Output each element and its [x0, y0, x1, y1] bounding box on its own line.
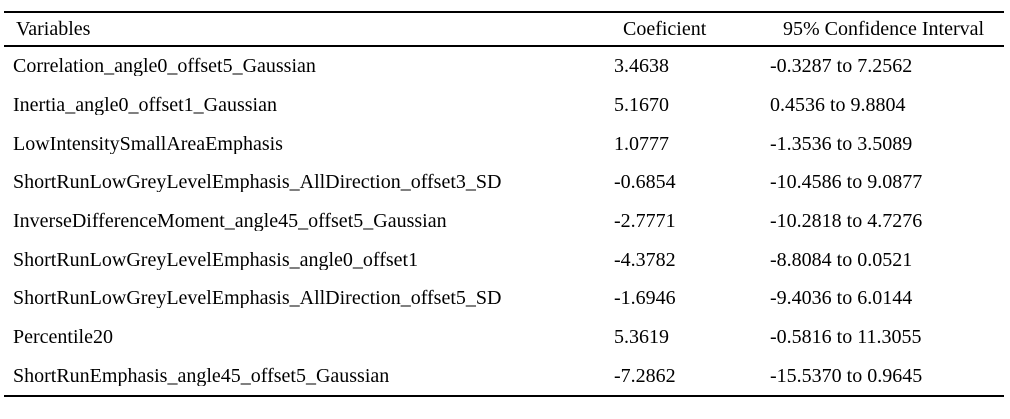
confidence-interval-cell: -0.5816 to 11.3055	[770, 327, 922, 348]
table-row: Percentile20 5.3619 -0.5816 to 11.3055	[4, 318, 1004, 357]
coefficient-cell: -2.7771	[614, 211, 676, 232]
coefficient-cell: -1.6946	[614, 288, 676, 309]
coefficient-cell: 5.1670	[614, 95, 669, 116]
table-body: Correlation_angle0_offset5_Gaussian 3.46…	[4, 47, 1004, 395]
column-header-confidence-interval: 95% Confidence Interval	[783, 19, 985, 39]
confidence-interval-cell: -15.5370 to 0.9645	[770, 365, 923, 386]
regression-coefficients-table: Variables Coeficient 95% Confidence Inte…	[4, 11, 1004, 398]
confidence-interval-cell: 0.4536 to 9.8804	[770, 95, 906, 116]
variable-cell: Percentile20	[13, 327, 113, 348]
variable-cell: ShortRunEmphasis_angle45_offset5_Gaussia…	[13, 365, 390, 386]
variable-cell: ShortRunLowGreyLevelEmphasis_angle0_offs…	[13, 249, 419, 270]
table-row: InverseDifferenceMoment_angle45_offset5_…	[4, 202, 1004, 241]
table-row: LowIntensitySmallAreaEmphasis 1.0777 -1.…	[4, 124, 1004, 163]
confidence-interval-cell: -1.3536 to 3.5089	[770, 133, 913, 154]
coefficient-cell: -4.3782	[614, 249, 676, 270]
coefficient-cell: 5.3619	[614, 327, 669, 348]
confidence-interval-cell: -9.4036 to 6.0144	[770, 288, 913, 309]
confidence-interval-cell: -10.2818 to 4.7276	[770, 211, 923, 232]
variable-cell: LowIntensitySmallAreaEmphasis	[13, 133, 283, 154]
table-header-row: Variables Coeficient 95% Confidence Inte…	[4, 13, 1004, 47]
confidence-interval-cell: -8.8084 to 0.0521	[770, 249, 913, 270]
variable-cell: Correlation_angle0_offset5_Gaussian	[13, 56, 316, 77]
table-row: ShortRunLowGreyLevelEmphasis_angle0_offs…	[4, 240, 1004, 279]
table-row: ShortRunLowGreyLevelEmphasis_AllDirectio…	[4, 279, 1004, 318]
column-header-coefficient: Coeficient	[623, 19, 707, 39]
coefficient-cell: 3.4638	[614, 56, 669, 77]
table-row: ShortRunLowGreyLevelEmphasis_AllDirectio…	[4, 163, 1004, 202]
variable-cell: Inertia_angle0_offset1_Gaussian	[13, 95, 277, 116]
column-header-variables: Variables	[16, 19, 91, 39]
table-row: ShortRunEmphasis_angle45_offset5_Gaussia…	[4, 357, 1004, 396]
coefficient-cell: -7.2862	[614, 365, 676, 386]
coefficient-cell: -0.6854	[614, 172, 676, 193]
variable-cell: InverseDifferenceMoment_angle45_offset5_…	[13, 211, 447, 232]
confidence-interval-cell: -0.3287 to 7.2562	[770, 56, 913, 77]
variable-cell: ShortRunLowGreyLevelEmphasis_AllDirectio…	[13, 172, 502, 193]
variable-cell: ShortRunLowGreyLevelEmphasis_AllDirectio…	[13, 288, 502, 309]
coefficient-cell: 1.0777	[614, 133, 669, 154]
table-row: Correlation_angle0_offset5_Gaussian 3.46…	[4, 47, 1004, 86]
confidence-interval-cell: -10.4586 to 9.0877	[770, 172, 923, 193]
table-row: Inertia_angle0_offset1_Gaussian 5.1670 0…	[4, 86, 1004, 125]
